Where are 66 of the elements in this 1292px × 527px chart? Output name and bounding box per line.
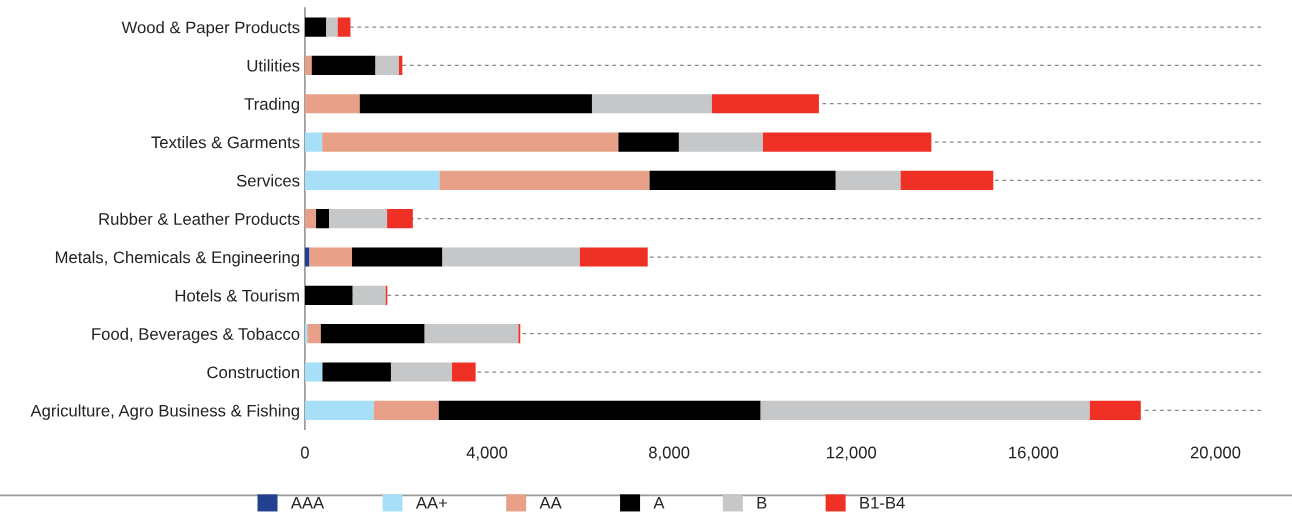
legend-label: AA+	[415, 497, 448, 509]
bar	[387, 209, 413, 229]
y-tick-label: Services	[236, 174, 300, 187]
x-tick-label: 20,000	[1190, 446, 1241, 461]
bar	[618, 132, 679, 152]
y-tick-label: Wood & Paper Products	[121, 21, 300, 37]
y-tick-label: Agriculture, Agro Business & Fishing	[30, 404, 299, 420]
y-tick-label: Metals, Chemicals & Engineering	[55, 250, 299, 267]
bar	[579, 247, 648, 267]
legend-label: A	[653, 497, 665, 509]
x-tick-label: 8,000	[649, 446, 690, 461]
bar	[322, 132, 619, 152]
legend-label: B	[757, 497, 767, 509]
bar	[309, 247, 353, 267]
bar	[326, 17, 338, 37]
y-tick-label: Rubber & Leather Products	[99, 212, 300, 225]
legend-label: AA	[539, 497, 562, 509]
bar	[311, 55, 376, 75]
y-tick-label: Hotels & Tourism	[175, 289, 299, 302]
bar	[390, 362, 452, 382]
legend-label: B1-B4	[860, 497, 905, 509]
y-tick-label: Food, Beverages & Tobacco	[92, 327, 300, 344]
bar	[591, 94, 712, 114]
x-tick-label: 16,000	[1009, 446, 1059, 461]
bar	[678, 132, 763, 152]
x-tick-label: 4,000	[466, 446, 508, 461]
bar	[304, 55, 312, 75]
x-tick-label: 0	[300, 446, 309, 459]
bar	[337, 17, 351, 37]
bar	[320, 324, 425, 344]
bar	[711, 94, 819, 114]
bar	[304, 362, 323, 382]
bar	[304, 247, 310, 267]
bar	[760, 400, 1090, 420]
bar	[451, 362, 476, 382]
legend-label: AAA	[290, 497, 325, 509]
bar	[762, 132, 932, 152]
bar	[352, 247, 443, 267]
bar	[304, 209, 317, 229]
bar	[359, 94, 592, 114]
bar	[352, 285, 386, 305]
bar	[375, 55, 399, 75]
bar	[316, 209, 330, 229]
bar	[322, 362, 391, 382]
bar	[304, 132, 323, 152]
bar	[835, 170, 901, 190]
bar	[439, 170, 650, 190]
y-tick-label: Construction	[207, 365, 299, 379]
y-tick-label: Trading	[244, 97, 299, 114]
bar	[304, 170, 440, 190]
bar	[1089, 400, 1141, 420]
bar	[373, 400, 439, 420]
bar	[442, 247, 580, 267]
bar	[424, 324, 519, 344]
bar	[304, 285, 353, 305]
bar	[304, 400, 374, 420]
y-tick-label: Utilities	[247, 59, 300, 72]
bar	[307, 324, 321, 344]
y-tick-label: Textiles & Garments	[151, 136, 300, 149]
bar	[900, 170, 994, 190]
x-tick-label: 12,000	[827, 446, 877, 461]
bar	[438, 400, 761, 420]
bar	[649, 170, 836, 190]
bar	[304, 17, 327, 37]
bar	[329, 209, 388, 229]
bar	[304, 94, 360, 114]
